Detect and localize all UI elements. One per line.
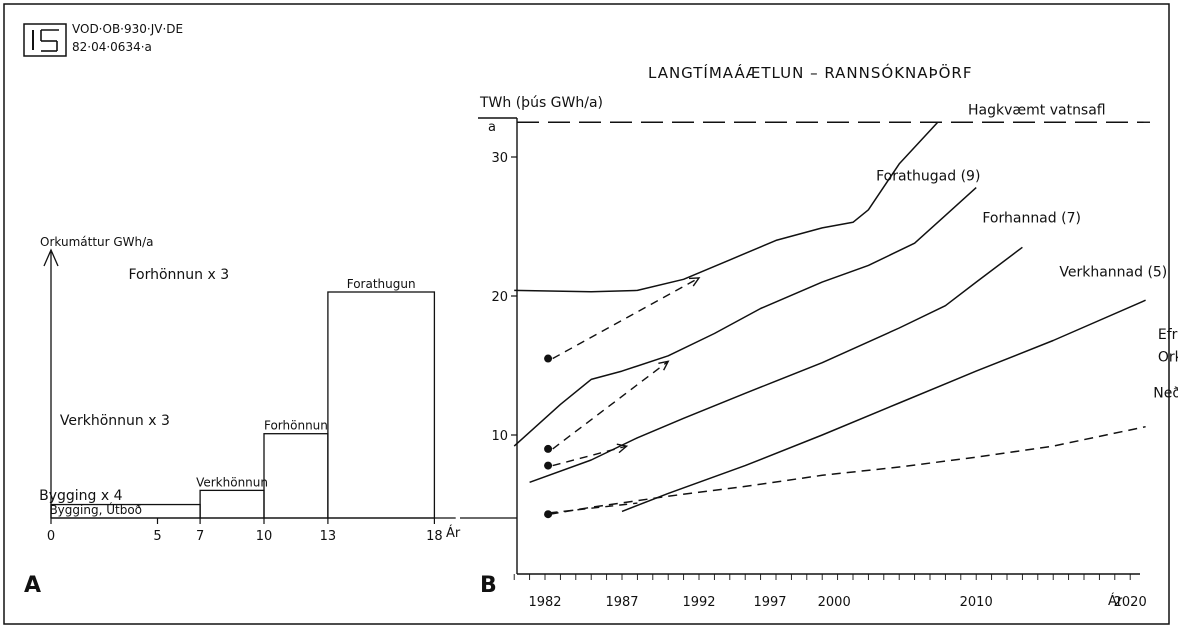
panel-b-x-tick-label: 1982 [528,595,561,610]
panel-b-y-tick-label: 20 [491,290,508,305]
panel-b-limit-label: Hagkvæmt vatnsafl [968,102,1106,118]
panel-b-series-label: Efri mörk (2) [1158,327,1178,343]
panel-a-letter: A [24,573,41,598]
panel-b-arrowhead [658,360,670,371]
panel-b-series-line [513,187,977,447]
panel-b-series-label: Neðri mörk [1153,385,1178,401]
panel-a-step-bar [327,291,436,519]
panel-a-bars [50,291,436,519]
panel-a-x-tick-label: 0 [47,529,55,544]
panel-b-ytop-label: a [488,120,496,135]
panel-b-x-tick-label: 1997 [753,595,786,610]
panel-a-ylabel: Orkumáttur GWh/a [40,235,154,249]
panel-a-x-tick-label: 10 [256,529,273,544]
panel-b-arrow [552,360,669,450]
panel-a-x-tick-label: 7 [196,529,204,544]
panel-b-x-tick-label: 2020 [1114,595,1147,610]
panel-b-x-tick-label: 1992 [682,595,715,610]
panel-a-step-label: Bygging, Útboð [49,502,142,517]
panel-b-y-tick-label: 10 [491,429,508,444]
panel-a-y-axis-arrowhead [43,248,59,267]
panel-b-start-point [544,461,553,470]
panel-b-arrow [552,445,627,467]
panel-b-series-label: Forhannad (7) [982,210,1081,226]
figure-border [3,3,1170,625]
panel-a-step-label: Forathugun [347,277,416,291]
panel-a-step-label: Forhönnun [264,419,328,433]
panel-a-chart: A Orkumáttur GWh/a Ár 0 5 7 10 13 18 Bygging,… [24,235,461,598]
panel-a-step-label: Verkhönnun [196,475,268,489]
panel-a-annotation: Verkhönnun x 3 [60,413,170,429]
stamp: VOD·OB·930·JV·DE 82·04·0634·a [23,22,183,57]
panel-b-ticks: 10 20 30 1982 1987 1992 1997 2000 2010 2020 [491,151,1146,610]
panel-b-x-tick-label: 1987 [605,595,638,610]
panel-a-x-tick-label: 5 [153,529,161,544]
panel-b-arrows [544,277,701,519]
panel-a-annotations: Bygging x 4 Verkhönnun x 3 Forhönnun x 3 [39,267,229,504]
panel-b-series-line [549,425,1146,515]
panel-b-title: LANGTÍMAÁÆTLUN – RANNSÓKNAÞÖRF [648,63,972,82]
panel-b-series-labels: Hagkvæmt vatnsafl Forathugad (9) Forhannad… [876,102,1178,401]
panel-b-series-label: Verkhannad (5) [1059,265,1167,281]
panel-a-x-tick-label: 18 [426,529,443,544]
panel-b-series-line [621,299,1146,513]
panel-b-series-line [514,121,939,293]
panel-b-ylabel: TWh (þús GWh/a) [479,95,603,111]
panel-a-step-labels: Bygging, Útboð Verkhönnun Forhönnun Forathu… [49,277,415,517]
panel-b-x-tick-label: 2000 [818,595,851,610]
panel-b-xlabel: Ár [1108,593,1123,609]
panel-b-letter: B [480,573,497,598]
panel-b-orkuspa-label: Orkuspá [1158,349,1178,365]
panel-b-start-point [544,510,553,519]
stamp-line-1: VOD·OB·930·JV·DE [72,22,183,36]
stamp-line-2: 82·04·0634·a [72,40,152,54]
panel-b-arrowhead [688,277,701,287]
panel-b-start-point [544,444,553,453]
panel-a-x-tick-label: 13 [320,529,337,544]
panel-a-xlabel: Ár [446,525,461,541]
panel-b-x-tick-label: 2010 [960,595,993,610]
panel-a-annotation: Bygging x 4 [39,488,122,504]
panel-b-arrow [549,502,638,514]
panel-b-axes [478,117,1140,575]
panel-b-start-point [544,354,553,363]
is-logo [23,23,67,57]
panel-a-ticks: 0 5 7 10 13 18 [47,518,443,544]
panel-b-arrowhead [616,443,629,454]
panel-b-series-label: Forathugad (9) [876,169,980,185]
panel-a-annotation: Forhönnun x 3 [128,267,229,283]
panel-b-chart: B LANGTÍMAÁÆTLUN – RANNSÓKNAÞÖRF TWh (þú… [478,63,1178,610]
panel-b-y-tick-label: 30 [491,151,508,166]
